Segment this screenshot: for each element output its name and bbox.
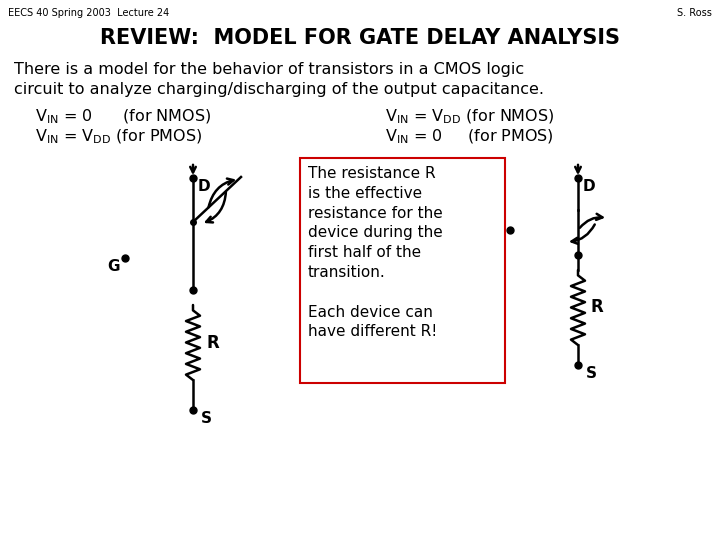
Text: S. Ross: S. Ross <box>677 8 712 18</box>
Text: R: R <box>591 299 604 316</box>
Text: $\mathregular{V_{IN}}$ = 0     (for PMOS): $\mathregular{V_{IN}}$ = 0 (for PMOS) <box>385 128 554 146</box>
Text: circuit to analyze charging/discharging of the output capacitance.: circuit to analyze charging/discharging … <box>14 82 544 97</box>
Text: There is a model for the behavior of transistors in a CMOS logic: There is a model for the behavior of tra… <box>14 62 524 77</box>
Text: $\mathregular{V_{IN}}$ = $\mathregular{V_{DD}}$ (for PMOS): $\mathregular{V_{IN}}$ = $\mathregular{V… <box>35 128 202 146</box>
Text: G: G <box>107 259 120 274</box>
Text: G: G <box>492 231 505 246</box>
Text: EECS 40 Spring 2003  Lecture 24: EECS 40 Spring 2003 Lecture 24 <box>8 8 169 18</box>
Text: $\mathregular{V_{IN}}$ = $\mathregular{V_{DD}}$ (for NMOS): $\mathregular{V_{IN}}$ = $\mathregular{V… <box>385 108 554 126</box>
Text: The resistance R
is the effective
resistance for the
device during the
first hal: The resistance R is the effective resist… <box>308 166 443 340</box>
Text: D: D <box>583 179 595 194</box>
Text: R: R <box>206 334 219 352</box>
Text: REVIEW:  MODEL FOR GATE DELAY ANALYSIS: REVIEW: MODEL FOR GATE DELAY ANALYSIS <box>100 28 620 48</box>
Text: D: D <box>198 179 211 194</box>
Text: $\mathregular{V_{IN}}$ = 0      (for NMOS): $\mathregular{V_{IN}}$ = 0 (for NMOS) <box>35 108 211 126</box>
Text: S: S <box>586 366 597 381</box>
Text: S: S <box>201 411 212 426</box>
Bar <box>300 158 505 383</box>
